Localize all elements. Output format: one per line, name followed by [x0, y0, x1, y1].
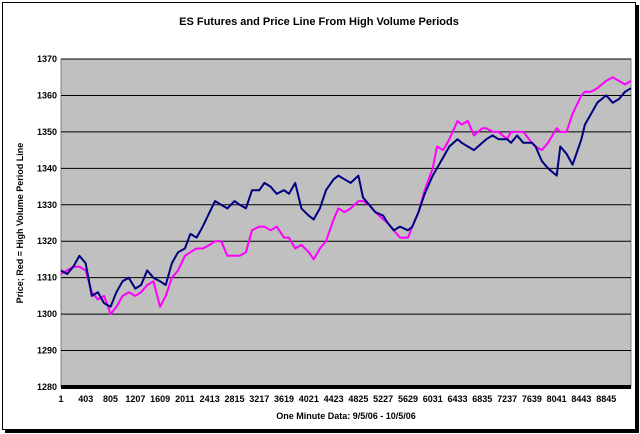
x-tick-label: 805	[103, 394, 118, 404]
x-tick-label: 5629	[398, 394, 418, 404]
x-tick-label: 403	[78, 394, 93, 404]
x-tick-label: 6031	[423, 394, 443, 404]
line-chart: ES Futures and Price Line From High Volu…	[15, 16, 632, 421]
y-tick-label: 1370	[37, 54, 57, 64]
plot-area	[60, 58, 632, 388]
x-tick-label: 3619	[274, 394, 294, 404]
y-tick-label: 1290	[37, 346, 57, 356]
y-tick-label: 1310	[37, 273, 57, 283]
y-axis-ticks: 1280 1290 1300 1310 1320 1330 1340 1350 1360 1370	[37, 54, 57, 392]
x-axis-bar	[61, 385, 631, 389]
chart-title: ES Futures and Price Line From High Volu…	[179, 16, 459, 28]
x-tick-label: 1207	[125, 394, 145, 404]
y-tick-label: 1350	[37, 127, 57, 137]
y-axis-label: Price; Red = High Volume Period Line	[15, 143, 25, 304]
x-tick-label: 7639	[522, 394, 542, 404]
x-tick-label: 4825	[348, 394, 368, 404]
x-tick-label: 8041	[547, 394, 567, 404]
x-tick-label: 4021	[299, 394, 319, 404]
x-axis-ticks: 1 403 805 1207 1609 2011 2413 2815 3217 3619 4021 4…	[58, 394, 616, 404]
x-axis-label: One Minute Data: 9/5/06 - 10/5/06	[276, 411, 416, 421]
y-tick-label: 1330	[37, 200, 57, 210]
chart-frame: ES Futures and Price Line From High Volu…	[2, 2, 636, 430]
x-tick-label: 1	[58, 394, 63, 404]
x-tick-label: 2413	[200, 394, 220, 404]
x-tick-label: 8845	[596, 394, 616, 404]
x-tick-label: 4423	[324, 394, 344, 404]
y-tick-label: 1340	[37, 163, 57, 173]
gridlines	[61, 58, 631, 388]
x-tick-label: 5227	[373, 394, 393, 404]
x-tick-label: 7237	[497, 394, 517, 404]
x-tick-label: 8443	[571, 394, 591, 404]
y-tick-label: 1360	[37, 90, 57, 100]
x-tick-label: 6835	[472, 394, 492, 404]
x-tick-label: 2011	[175, 394, 195, 404]
y-tick-label: 1320	[37, 236, 57, 246]
x-tick-label: 3217	[249, 394, 269, 404]
x-tick-label: 1609	[150, 394, 170, 404]
price-series-line	[60, 87, 632, 308]
x-tick-label: 6433	[448, 394, 468, 404]
series-lines	[60, 76, 632, 316]
y-tick-label: 1280	[37, 382, 57, 392]
x-tick-label: 2815	[224, 394, 244, 404]
y-tick-label: 1300	[37, 309, 57, 319]
